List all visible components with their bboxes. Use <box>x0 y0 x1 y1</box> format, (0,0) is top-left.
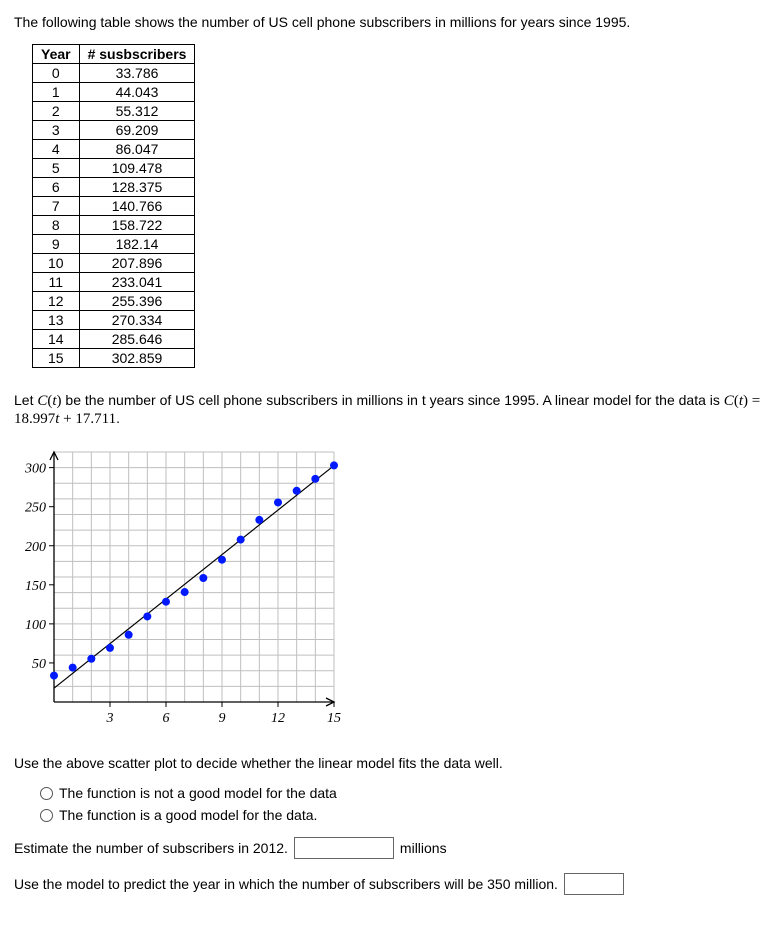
table-row: 8158.722 <box>33 216 195 235</box>
subscribers-2012-input[interactable] <box>294 837 394 859</box>
table-row: 5109.478 <box>33 159 195 178</box>
svg-text:3: 3 <box>106 711 114 726</box>
svg-text:15: 15 <box>327 711 341 726</box>
table-cell: 7 <box>33 197 80 216</box>
table-cell: 55.312 <box>79 102 195 121</box>
svg-text:250: 250 <box>25 501 46 516</box>
table-cell: 12 <box>33 292 80 311</box>
q1-prompt: Use the above scatter plot to decide whe… <box>14 755 765 771</box>
svg-text:300: 300 <box>24 462 46 477</box>
table-cell: 0 <box>33 64 80 83</box>
table-cell: 255.396 <box>79 292 195 311</box>
scatter-chart: 3 6 9 12 15 50 100 150 200 250 300 <box>14 442 765 745</box>
table-row: 9182.14 <box>33 235 195 254</box>
table-cell: 5 <box>33 159 80 178</box>
table-cell: 44.043 <box>79 83 195 102</box>
table-cell: 86.047 <box>79 140 195 159</box>
table-cell: 207.896 <box>79 254 195 273</box>
svg-text:9: 9 <box>219 711 226 726</box>
svg-text:6: 6 <box>163 711 170 726</box>
model-definition: Let C(t) be the number of US cell phone … <box>14 392 765 428</box>
table-cell: 10 <box>33 254 80 273</box>
table-cell: 2 <box>33 102 80 121</box>
table-cell: 270.334 <box>79 311 195 330</box>
table-cell: 1 <box>33 83 80 102</box>
intro-text: The following table shows the number of … <box>14 14 765 30</box>
table-cell: 302.859 <box>79 349 195 368</box>
table-row: 033.786 <box>33 64 195 83</box>
year-350m-input[interactable] <box>564 873 624 895</box>
q3-prompt: Use the model to predict the year in whi… <box>14 876 558 892</box>
radio-label-not-good: The function is not a good model for the… <box>59 785 337 801</box>
table-cell: 3 <box>33 121 80 140</box>
table-row: 486.047 <box>33 140 195 159</box>
table-row: 15302.859 <box>33 349 195 368</box>
table-cell: 158.722 <box>79 216 195 235</box>
table-row: 14285.646 <box>33 330 195 349</box>
q2-prompt: Estimate the number of subscribers in 20… <box>14 840 288 856</box>
table-row: 7140.766 <box>33 197 195 216</box>
table-cell: 11 <box>33 273 80 292</box>
table-cell: 4 <box>33 140 80 159</box>
table-cell: 233.041 <box>79 273 195 292</box>
table-cell: 13 <box>33 311 80 330</box>
table-cell: 128.375 <box>79 178 195 197</box>
table-cell: 15 <box>33 349 80 368</box>
radio-label-good: The function is a good model for the dat… <box>59 807 317 823</box>
table-row: 11233.041 <box>33 273 195 292</box>
svg-text:100: 100 <box>25 618 46 633</box>
table-row: 369.209 <box>33 121 195 140</box>
table-header: Year <box>33 45 80 64</box>
table-cell: 69.209 <box>79 121 195 140</box>
table-row: 144.043 <box>33 83 195 102</box>
svg-text:12: 12 <box>271 711 285 726</box>
table-cell: 140.766 <box>79 197 195 216</box>
radio-not-good-model[interactable] <box>40 787 53 800</box>
table-cell: 6 <box>33 178 80 197</box>
table-row: 12255.396 <box>33 292 195 311</box>
table-row: 255.312 <box>33 102 195 121</box>
q2-unit: millions <box>400 840 447 856</box>
table-cell: 9 <box>33 235 80 254</box>
svg-text:50: 50 <box>32 657 46 672</box>
table-cell: 182.14 <box>79 235 195 254</box>
table-cell: 8 <box>33 216 80 235</box>
table-row: 10207.896 <box>33 254 195 273</box>
svg-text:150: 150 <box>25 579 46 594</box>
svg-text:200: 200 <box>25 540 46 555</box>
table-cell: 14 <box>33 330 80 349</box>
table-cell: 285.646 <box>79 330 195 349</box>
radio-good-model[interactable] <box>40 809 53 822</box>
table-row: 6128.375 <box>33 178 195 197</box>
table-row: 13270.334 <box>33 311 195 330</box>
table-cell: 109.478 <box>79 159 195 178</box>
data-table: Year# susbscribers 033.786144.043255.312… <box>32 44 195 368</box>
table-header: # susbscribers <box>79 45 195 64</box>
table-cell: 33.786 <box>79 64 195 83</box>
